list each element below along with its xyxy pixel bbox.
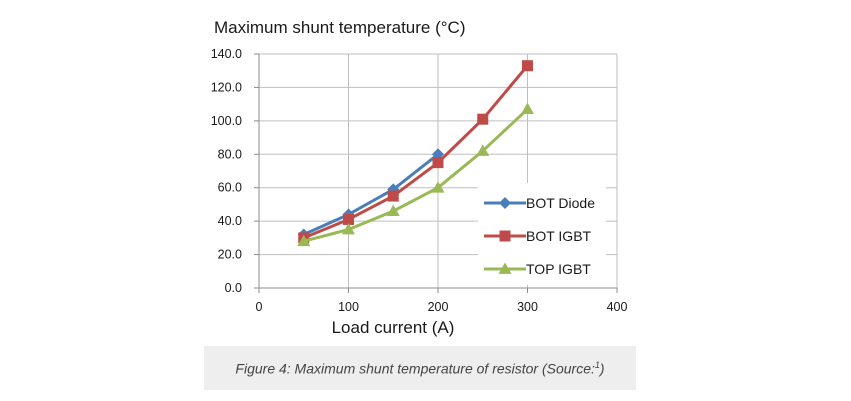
caption-suffix: ) <box>599 360 605 377</box>
figure-caption: Figure 4: Maximum shunt temperature of r… <box>204 346 636 390</box>
x-axis-title: Load current (A) <box>332 318 455 337</box>
y-tick-label: 140.0 <box>211 47 242 61</box>
data-point-top-igbt <box>342 223 355 235</box>
y-tick-label: 100.0 <box>211 114 242 128</box>
legend-marker-bot-diode <box>499 197 511 209</box>
chart-title: Maximum shunt temperature (°C) <box>214 18 465 37</box>
data-point-bot-igbt <box>387 190 399 202</box>
series-line-top-igbt <box>303 108 529 243</box>
data-point-top-igbt <box>521 102 534 115</box>
axes: 0.0 20.0 40.0 60.0 80.0 100.0 120.0 140.0 0 100 20… <box>211 47 628 314</box>
data-point-bot-igbt <box>477 113 489 125</box>
series-top-igbt <box>297 102 534 247</box>
y-tick-label: 20.0 <box>218 248 242 262</box>
series-layer <box>297 60 534 247</box>
data-point-top-igbt <box>476 144 490 156</box>
x-tick-label: 100 <box>338 300 359 314</box>
y-tick-label: 40.0 <box>218 214 242 228</box>
data-point-bot-igbt <box>343 213 354 225</box>
y-tick-label: 80.0 <box>218 147 242 161</box>
legend-label-bot-igbt: BOT IGBT <box>526 228 592 244</box>
data-point-bot-igbt <box>432 157 444 169</box>
data-point-top-igbt <box>431 181 445 193</box>
legend-marker-bot-igbt <box>499 230 511 242</box>
x-tick-label: 200 <box>428 300 449 314</box>
shunt-temperature-chart: Maximum shunt temperature (°C) 0.0 20.0 40… <box>211 18 628 337</box>
legend-marker-top-igbt <box>498 262 512 274</box>
series-line-bot-igbt <box>303 64 529 240</box>
caption-prefix: Figure 4: Maximum shunt temperature of r… <box>235 360 595 377</box>
y-tick-label: 120.0 <box>211 80 242 94</box>
legend-label-bot-diode: BOT Diode <box>526 195 595 211</box>
x-tick-label: 0 <box>256 300 263 314</box>
x-tick-label: 400 <box>607 300 628 314</box>
caption-superscript: 1 <box>594 359 600 370</box>
y-tick-label: 60.0 <box>218 181 242 195</box>
y-tick-label: 0.0 <box>225 281 242 295</box>
legend-label-top-igbt: TOP IGBT <box>526 261 591 277</box>
data-point-top-igbt <box>297 234 311 247</box>
data-point-bot-igbt <box>522 60 533 72</box>
caption-text: Figure 4: Maximum shunt temperature of r… <box>235 360 604 377</box>
legend: BOT Diode BOT IGBT TOP IGBT <box>478 183 606 285</box>
series-line-bot-diode <box>303 153 439 236</box>
data-point-top-igbt <box>386 204 400 216</box>
x-tick-label: 300 <box>517 300 538 314</box>
